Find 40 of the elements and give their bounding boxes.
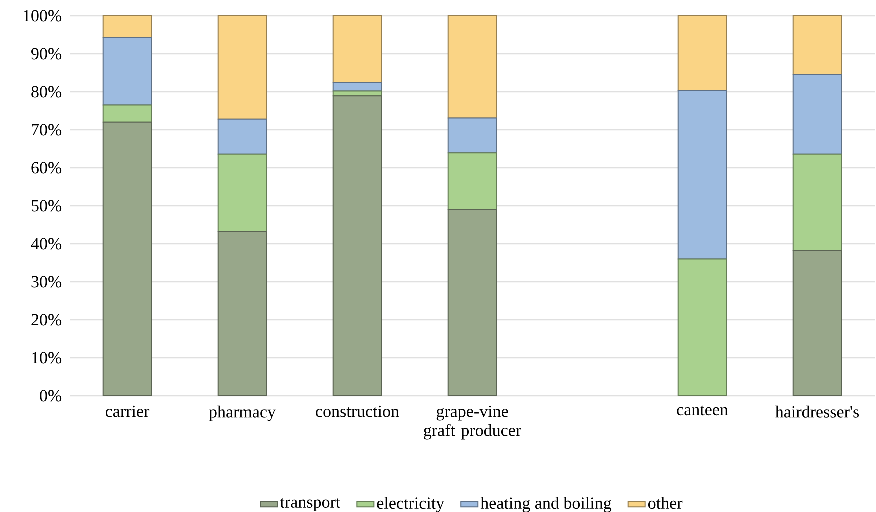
bar — [448, 118, 498, 154]
legend-label: transport — [280, 498, 341, 512]
bar — [448, 15, 498, 119]
bar — [448, 209, 498, 396]
x-tick-label: pharmacy — [209, 406, 276, 422]
bar — [448, 152, 498, 210]
bar — [792, 74, 842, 155]
y-tick-label: 90% — [32, 48, 62, 60]
bar — [678, 90, 728, 260]
y-tick-label: 20% — [32, 314, 62, 326]
bar — [678, 15, 728, 91]
bar — [102, 15, 152, 38]
y-tick-label: 50% — [32, 200, 62, 212]
bar — [218, 15, 268, 120]
x-tick-label: grape-vine graft producer — [424, 406, 522, 440]
bar — [102, 37, 152, 106]
bar — [792, 250, 842, 396]
y-tick-label: 0% — [40, 390, 62, 402]
x-tick-label: carrier — [106, 406, 150, 418]
bar — [792, 154, 842, 252]
bar — [218, 118, 268, 155]
bar — [792, 15, 842, 76]
y-tick-label: 80% — [32, 86, 62, 98]
bar — [678, 258, 728, 396]
bar — [102, 104, 152, 123]
x-tick-label: hairdresser's — [776, 406, 860, 418]
bar — [218, 154, 268, 232]
bar — [332, 96, 382, 396]
x-tick-label: construction — [316, 406, 400, 418]
bar — [332, 15, 382, 83]
legend-label: other — [648, 497, 683, 510]
bar — [218, 231, 268, 396]
y-tick-label: 100% — [24, 10, 62, 22]
y-tick-label: 60% — [32, 162, 62, 174]
x-tick-label: canteen — [677, 406, 728, 416]
y-tick-label: 30% — [32, 276, 62, 288]
y-tick-label: 10% — [32, 352, 62, 364]
y-tick-label: 70% — [32, 124, 62, 136]
bar — [102, 122, 152, 396]
y-tick-label: 40% — [31, 238, 62, 250]
